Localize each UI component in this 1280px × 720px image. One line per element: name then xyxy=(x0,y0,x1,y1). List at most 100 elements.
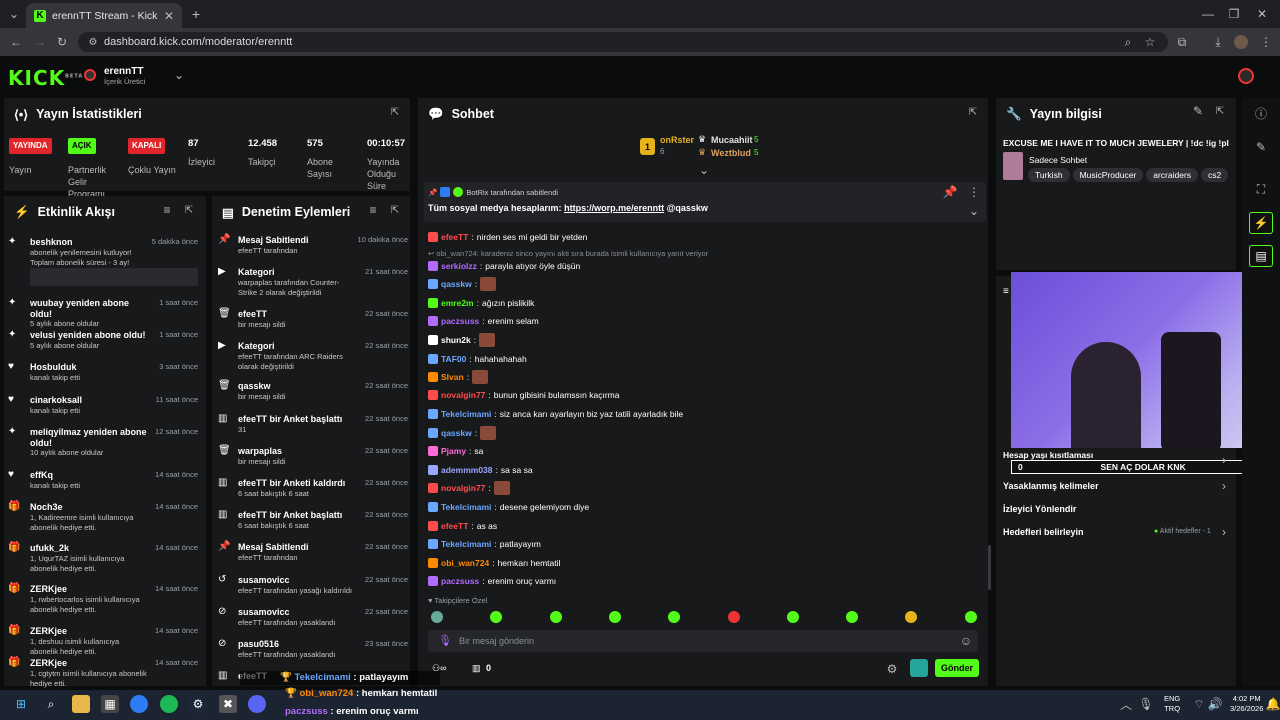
chat-username[interactable]: efeeTT xyxy=(441,521,469,531)
stats-popout-icon[interactable]: ⇱ xyxy=(390,106,400,118)
language-indicator[interactable]: ENG TRQ xyxy=(1164,694,1180,714)
emote-shortcut-icon[interactable] xyxy=(728,611,740,623)
quick-actions-icon[interactable]: ⚡ xyxy=(1249,212,1273,234)
chat-username[interactable]: paczsuss xyxy=(441,316,480,326)
chat-popout-icon[interactable]: ⇱ xyxy=(968,106,978,118)
chat-message[interactable]: shun2k: xyxy=(428,333,496,347)
activity-item[interactable]: ♥ cinarkoksall kanalı takip etti 11 saat ön… xyxy=(8,394,198,416)
discord-icon[interactable] xyxy=(248,695,266,713)
raid-link[interactable]: İzleyici Yönlendir xyxy=(1003,504,1077,514)
activity-popout-icon[interactable]: ⇱ xyxy=(184,204,194,216)
forward-icon[interactable]: → xyxy=(34,35,46,49)
back-icon[interactable]: ← xyxy=(10,35,22,49)
activity-item[interactable]: 🎁 ZERKjee 1, cgtytm isimli kullanıcıya abo… xyxy=(8,657,198,690)
chat-username[interactable]: novalgin77 xyxy=(441,483,486,493)
kick-logo[interactable]: KICKBETA xyxy=(8,66,83,90)
crop-icon[interactable]: ⛶ xyxy=(1256,181,1266,196)
site-info-icon[interactable]: ⚙ xyxy=(88,36,98,48)
activity-item[interactable]: ♥ Hosbulduk kanalı takip etti 3 saat önce xyxy=(8,361,198,383)
maximize-icon[interactable]: ❐ xyxy=(1228,7,1240,21)
tray-mic-icon[interactable]: 🎙 xyxy=(1138,697,1154,711)
chat-message[interactable]: paczsuss: erenim selam xyxy=(428,314,539,328)
chat-store-icon[interactable]: ▥ xyxy=(472,663,481,673)
mic-icon[interactable]: 🎙 xyxy=(438,635,452,647)
browser-tab[interactable]: K erennTT Stream - Kick Dashboa ✕ xyxy=(26,3,182,28)
chat-username[interactable]: emre2m xyxy=(441,298,474,308)
top-gifter-1-name[interactable]: onRster xyxy=(660,135,695,145)
moderation-item[interactable]: 🗑 warpaplas bir mesajı sildi 22 saat önce xyxy=(218,445,408,467)
chat-username[interactable]: novalgin77 xyxy=(441,390,486,400)
moderation-item[interactable]: ⊘ susamovicc efeeTT tarafından yasaklandı 2… xyxy=(218,606,408,628)
chat-input[interactable] xyxy=(428,630,978,652)
chat-message[interactable]: novalgin77: bunun gibisini bulamssın kaçı… xyxy=(428,388,619,402)
profile-avatar[interactable] xyxy=(1234,35,1248,49)
pinned-menu-icon[interactable]: ⋮ xyxy=(968,185,980,199)
top-gifter-3-name[interactable]: Weztblud xyxy=(711,148,751,158)
banned-words-chevron-icon[interactable]: › xyxy=(1222,479,1226,493)
emote-shortcut-icon[interactable] xyxy=(965,611,977,623)
unpin-icon[interactable]: 📌 xyxy=(942,185,958,199)
app-icon[interactable]: ✖ xyxy=(219,695,237,713)
moderation-item[interactable]: ▥ efeeTT bir Anket başlattı 31 22 saat önce xyxy=(218,413,408,435)
close-tab-icon[interactable]: ✕ xyxy=(163,8,174,23)
download-icon[interactable]: ⤓ xyxy=(1215,34,1221,49)
activity-filter-icon[interactable]: ≡ xyxy=(163,203,171,217)
network-icon[interactable]: ⌔ xyxy=(1193,696,1205,711)
chat-username[interactable]: Tekelcimami xyxy=(441,502,492,512)
moderation-item[interactable]: ▶ Kategori warpaplas tarafından Counter-St… xyxy=(218,266,408,299)
chat-message[interactable]: qasskw: xyxy=(428,277,497,291)
activity-item[interactable]: ✦ meliqyilmaz yeniden abone oldu! 10 aylık… xyxy=(8,426,198,459)
header-avatar[interactable] xyxy=(1238,68,1254,84)
url-field[interactable]: dashboard.kick.com/moderator/erenntt xyxy=(78,32,1168,52)
channel-switch-chevron-icon[interactable]: ⌄ xyxy=(173,68,185,82)
chat-users-icon[interactable]: ⚇∞ xyxy=(432,663,447,673)
activity-item[interactable]: 🎁 Noch3e 1, Kadireemre isimli kullanıcıya … xyxy=(8,501,198,534)
chat-message[interactable]: efeeTT: nirden ses mi geldi bir yetden xyxy=(428,230,587,244)
chat-username[interactable]: qasskw xyxy=(441,428,472,438)
chat-message[interactable]: emre2m: ağızın pislikilk xyxy=(428,296,534,310)
emote-shortcut-icon[interactable] xyxy=(609,611,621,623)
volume-icon[interactable]: 🔊 xyxy=(1207,697,1223,711)
stream-info-popout-icon[interactable]: ⇱ xyxy=(1215,105,1225,117)
chat-message[interactable]: Tekelcimami: siz anca karı ayarlayın biz … xyxy=(428,407,683,421)
clock[interactable]: 4:02 PM 3/26/2026 xyxy=(1230,694,1263,714)
clipboard-tool-icon[interactable]: ▤ xyxy=(1249,245,1273,267)
chat-message[interactable]: serkiolzz: parayla atıyor öyle düşün xyxy=(428,259,580,273)
activity-item[interactable]: ♥ effKq kanalı takip etti 14 saat önce xyxy=(8,469,198,491)
moderation-item[interactable]: ▶ Kategori efeeTT tarafından ARC Raiders o… xyxy=(218,340,408,373)
chat-message[interactable]: efeeTT: as as xyxy=(428,519,497,533)
emote-shortcut-icon[interactable] xyxy=(490,611,502,623)
pinned-link[interactable]: https://worp.me/erenntt xyxy=(564,203,665,213)
goals-link[interactable]: Hedefleri belirleyin xyxy=(1003,527,1084,537)
send-button[interactable]: Gönder xyxy=(935,659,979,677)
close-window-icon[interactable]: ✕ xyxy=(1256,7,1268,21)
zoom-icon[interactable]: ⌕ xyxy=(1124,34,1132,49)
chat-message[interactable]: Pjamy: sa xyxy=(428,444,483,458)
moderation-item[interactable]: ▥ efeeTT bir Anket başlattı 6 saat bakıştı… xyxy=(218,509,408,531)
chrome-icon[interactable] xyxy=(130,695,148,713)
chat-username[interactable]: serkiolzz xyxy=(441,261,477,271)
taskbar-search-icon[interactable]: ⌕ xyxy=(47,696,55,711)
activity-item[interactable]: ✦ beshknon abonelik yenilemesini kutluyor!… xyxy=(8,236,198,269)
tab-search-icon[interactable]: ⌄ xyxy=(8,7,20,21)
emote-shortcut-icon[interactable] xyxy=(787,611,799,623)
info-icon[interactable]: ⓘ xyxy=(1254,106,1267,121)
account-age-link[interactable]: Hesap yaşı kısıtlaması xyxy=(1003,450,1094,460)
goals-chevron-icon[interactable]: › xyxy=(1222,525,1226,539)
moderation-item[interactable]: ▥ efeeTT bir Anketi kaldırdı 6 saat bakışt… xyxy=(218,477,408,499)
start-icon[interactable]: ⊞ xyxy=(15,697,27,711)
moderation-item[interactable]: 🗑 qasskw bir mesajı sildi 22 saat önce xyxy=(218,380,408,402)
store-icon[interactable]: ▦ xyxy=(101,695,119,713)
extensions-icon[interactable]: ⧉ xyxy=(1177,34,1187,49)
tag-arcraiders[interactable]: arcraiders xyxy=(1146,168,1199,182)
spotify-icon[interactable] xyxy=(160,695,178,713)
emote-shortcut-icon[interactable] xyxy=(668,611,680,623)
chat-username[interactable]: ademmm038 xyxy=(441,465,493,475)
chat-message[interactable]: qasskw: xyxy=(428,426,497,440)
moderation-item[interactable]: ↺ susamovicc efeeTT tarafından yasağı kald… xyxy=(218,574,408,596)
tag-turkish[interactable]: Turkish xyxy=(1028,168,1070,182)
chat-message[interactable]: TAF00: hahahahahah xyxy=(428,352,527,366)
emote-shortcut-icon[interactable] xyxy=(905,611,917,623)
chat-message[interactable]: ademmm038: sa sa sa xyxy=(428,463,533,477)
tray-chevron-icon[interactable]: ︿ xyxy=(1120,697,1133,712)
